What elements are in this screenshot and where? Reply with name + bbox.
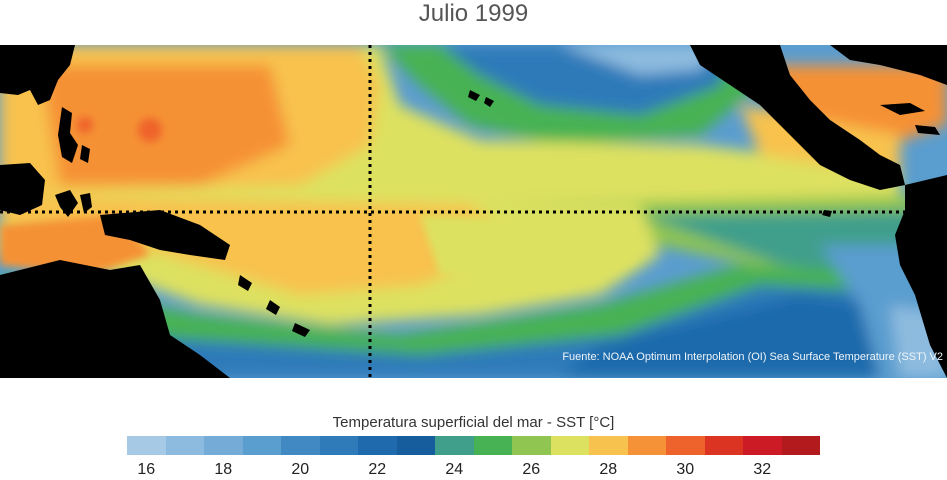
colorbar-ticks: 16 18 20 22 24 26 28 30 32 <box>0 461 947 479</box>
colorbar-swatch-10 <box>512 436 551 455</box>
colorbar-swatch-2 <box>204 436 243 455</box>
colorbar-swatch-9 <box>473 436 512 455</box>
colorbar-swatch-8 <box>435 436 474 455</box>
colorbar-swatch-12 <box>589 436 628 455</box>
colorbar-tick-22: 22 <box>368 461 387 478</box>
colorbar-swatch-14 <box>666 436 705 455</box>
colorbar-tick-16: 16 <box>137 461 156 478</box>
colorbar-swatch-17 <box>781 436 820 455</box>
colorbar-swatch-15 <box>704 436 743 455</box>
colorbar-tick-28: 28 <box>599 461 618 478</box>
land-masses <box>0 45 947 378</box>
colorbar-tick-26: 26 <box>522 461 541 478</box>
colorbar-swatch-5 <box>319 436 358 455</box>
colorbar-swatch-16 <box>743 436 782 455</box>
colorbar-swatch-11 <box>550 436 589 455</box>
colorbar-swatch-4 <box>281 436 320 455</box>
colorbar-swatch-7 <box>396 436 435 455</box>
colorbar-swatch-13 <box>627 436 666 455</box>
colorbar-tick-30: 30 <box>676 461 695 478</box>
colorbar-swatch-0 <box>127 436 166 455</box>
colorbar-swatch-1 <box>165 436 204 455</box>
source-text: Fuente: NOAA Optimum Interpolation (OI) … <box>562 351 943 363</box>
sst-map <box>0 45 947 378</box>
colorbar-swatch-3 <box>242 436 281 455</box>
colorbar-swatch-6 <box>358 436 397 455</box>
colorbar-tick-20: 20 <box>291 461 310 478</box>
colorbar-tick-32: 32 <box>753 461 772 478</box>
colorbar-label: Temperatura superficial del mar - SST [°… <box>332 414 615 431</box>
colorbar-tick-24: 24 <box>445 461 464 478</box>
colorbar-tick-18: 18 <box>214 461 233 478</box>
map-title: Julio 1999 <box>418 0 529 27</box>
sst-map-graphic <box>0 45 947 378</box>
colorbar <box>127 436 820 455</box>
